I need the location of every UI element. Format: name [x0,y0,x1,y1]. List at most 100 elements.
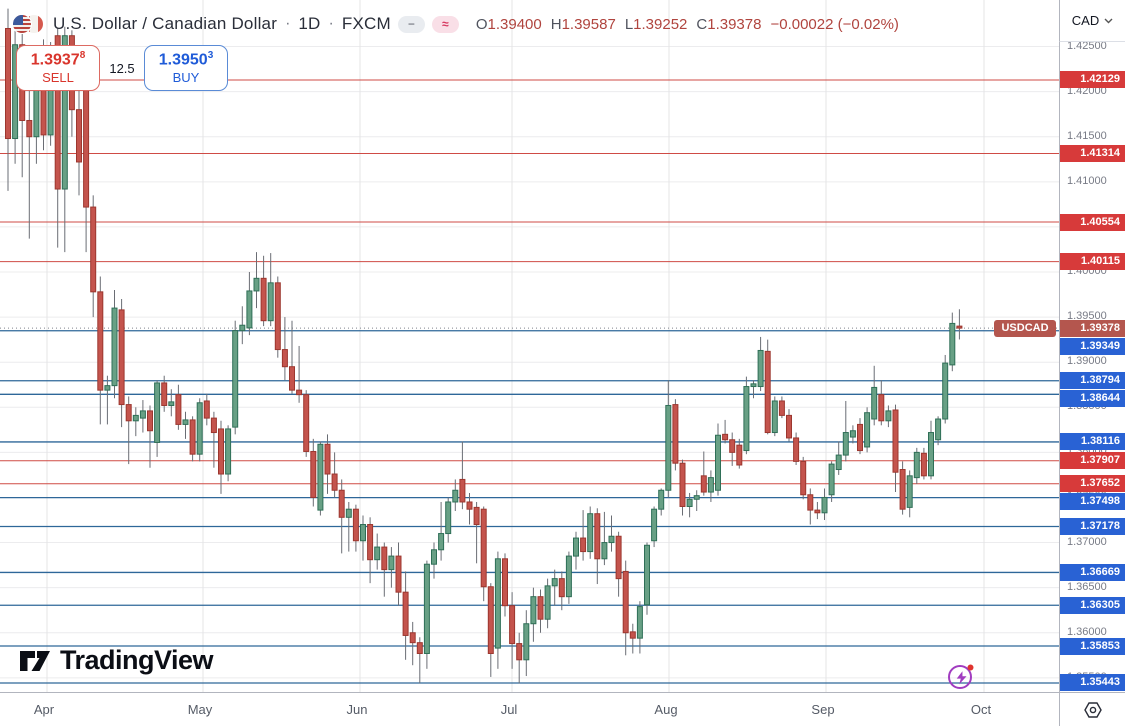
symbol-title[interactable]: U.S. Dollar / Canadian Dollar [53,14,278,33]
candle-body [949,322,956,366]
candle-body [296,389,303,396]
candle-body [573,537,579,557]
candle-body [352,508,359,542]
candle-body [878,394,885,422]
level-price-badge: 1.35443 [1060,674,1125,692]
high-value: 1.39587 [561,15,616,33]
lightning-bolt-icon [948,664,974,689]
candle-body [324,443,331,475]
flash-boost-button[interactable] [944,659,978,693]
candle-body [778,400,785,416]
candle-body [473,506,480,526]
axis-settings-corner[interactable] [1059,692,1125,726]
buy-button[interactable]: 1.39503 BUY [144,45,228,91]
candle-body [111,307,118,387]
candle-body [310,450,317,498]
candle-body [821,496,828,514]
ohlc-readout: O1.39400 H1.39587 L1.39252 C1.39378 −0.0… [476,16,899,33]
candle-body [750,383,757,388]
title-separator: · [285,15,291,32]
candle-body [388,555,395,571]
level-price-badge: 1.37907 [1060,452,1125,470]
candle-body [558,578,565,598]
candle-body [629,631,636,639]
candle-body [196,402,203,455]
candle-body [899,469,906,510]
level-price-badge: 1.40554 [1060,213,1125,231]
candle-body [232,330,239,428]
candle-body [502,558,508,607]
tradingview-logo-text: TradingView [60,645,214,675]
low-label: L [624,15,634,33]
approx-price-pill-icon[interactable]: ≈ [431,15,459,33]
candle-body [409,632,416,644]
interval-label[interactable]: 1D [298,14,321,33]
candle-body [530,596,537,625]
candlestick-chart[interactable] [0,0,1059,692]
price-axis[interactable]: 1.425001.420001.415001.410001.405001.400… [1059,0,1125,692]
candle-body [615,535,622,580]
level-price-badge: 1.41314 [1060,144,1125,162]
candle-body [438,533,445,551]
price-scale-mode-icon [1083,701,1102,718]
level-price-badge: 1.35853 [1060,637,1125,655]
sell-label: SELL [42,69,74,85]
time-axis[interactable]: Apr May Jun Jul Aug Sep Oct [0,692,1059,726]
level-price-badge: 1.38794 [1060,372,1125,390]
current-price-badge: 1.39378 [1060,319,1125,337]
candle-body [551,578,558,587]
candle-body [679,462,686,507]
high-label: H [550,15,562,33]
candle-body [182,419,189,425]
candle-body [920,452,927,477]
candle-body [622,570,629,634]
level-price-badge: 1.38644 [1060,390,1125,408]
candle-body [849,430,856,438]
sell-button[interactable]: 1.39378 SELL [16,45,100,91]
candle-body [722,433,729,441]
candle-body [565,555,572,598]
candle-body [693,495,700,500]
candle-body [707,477,714,493]
candle-body [516,643,523,661]
tradingview-logo[interactable]: TradingView [18,645,214,676]
candle-body [267,282,274,322]
candle-body [509,605,516,645]
month-label: Aug [654,702,678,717]
price-grid-label: 1.36500 [1067,580,1107,593]
close-value: 1.39378 [707,15,762,33]
close-label: C [696,15,708,33]
month-label: May [187,702,213,717]
candle-body [175,394,182,425]
month-label: Sep [811,702,835,717]
candle-body [76,109,82,163]
candle-body [828,463,835,496]
candle-body [608,535,615,544]
exchange-label[interactable]: FXCM [341,14,391,33]
minimize-pill-icon[interactable]: − [397,15,425,33]
month-label: Jun [346,702,368,717]
candle-body [367,524,374,561]
candle-body [452,489,459,503]
currency-selector[interactable]: CAD [1059,0,1125,42]
candle-body [601,542,608,560]
candle-body [225,428,232,475]
trade-widget: 1.39378 SELL 12.5 1.39503 BUY [16,45,228,91]
chevron-down-icon [1104,18,1113,23]
candle-body [281,349,288,368]
level-price-badge: 1.42129 [1060,71,1125,89]
candle-body [12,44,19,140]
candle-body [246,290,253,329]
symbol-legend: U.S. Dollar / Canadian Dollar · 1D · FXC… [12,11,899,37]
candle-body [317,443,324,511]
candle-body [672,404,679,464]
candle-body [523,623,530,661]
candle-body [431,549,437,565]
level-price-badge: 1.38116 [1060,433,1125,451]
candle-body [764,350,771,434]
candle-body [168,401,175,406]
month-label: Oct [970,702,992,717]
chart-canvas[interactable] [0,0,1059,692]
candle-body [331,473,338,491]
